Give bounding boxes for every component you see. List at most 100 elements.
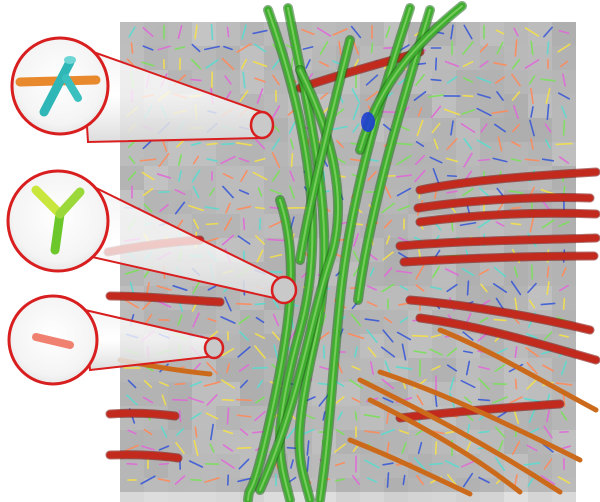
tensor-glyph bbox=[415, 74, 425, 86]
tensor-glyph bbox=[559, 60, 569, 68]
tensor-glyph bbox=[271, 331, 281, 341]
tensor-glyph bbox=[434, 441, 438, 455]
voxel-tile bbox=[120, 430, 144, 454]
voxel-tile bbox=[360, 454, 384, 478]
voxel-tile bbox=[120, 22, 144, 46]
tensor-glyph bbox=[221, 459, 235, 469]
tensor-glyph bbox=[446, 76, 458, 84]
tensor-glyph bbox=[143, 428, 153, 436]
tensor-glyph bbox=[221, 57, 235, 71]
tensor-glyph bbox=[478, 268, 490, 276]
tensor-glyph bbox=[546, 103, 550, 121]
tensor-glyph bbox=[366, 285, 378, 291]
tensor-glyph bbox=[463, 350, 473, 354]
tensor-glyph bbox=[187, 396, 205, 404]
tensor-glyph bbox=[128, 26, 136, 38]
tensor-glyph bbox=[559, 334, 569, 338]
tensor-glyph bbox=[142, 27, 154, 37]
tensor-glyph bbox=[510, 206, 522, 210]
voxel-tile bbox=[216, 166, 240, 190]
tensor-glyph bbox=[491, 110, 509, 114]
tensor-glyph bbox=[513, 266, 519, 278]
voxel-tile bbox=[336, 382, 360, 406]
tensor-glyph bbox=[541, 158, 555, 162]
tensor-glyph bbox=[176, 428, 184, 436]
tensor-glyph bbox=[192, 155, 200, 165]
tensor-glyph bbox=[143, 379, 153, 389]
tensor-glyph bbox=[462, 41, 474, 55]
tensor-glyph bbox=[540, 475, 556, 485]
tensor-glyph bbox=[156, 285, 172, 291]
voxel-tile bbox=[456, 70, 480, 94]
horizontal-fiber bbox=[406, 296, 594, 334]
horizontal-fiber bbox=[414, 194, 594, 212]
tensor-glyph bbox=[174, 188, 186, 196]
tensor-glyph bbox=[492, 157, 508, 163]
tensor-glyph bbox=[365, 74, 379, 86]
tensor-glyph bbox=[494, 123, 506, 133]
tensor-glyph bbox=[449, 377, 455, 391]
horizontal-fiber bbox=[106, 292, 224, 306]
tensor-glyph bbox=[514, 474, 518, 486]
voxel-tile bbox=[216, 70, 240, 94]
voxel-tile bbox=[264, 166, 288, 190]
voxel-tile bbox=[360, 478, 384, 502]
tensor-glyph bbox=[496, 187, 504, 197]
tensor-glyph bbox=[433, 138, 439, 150]
tensor-glyph bbox=[334, 443, 346, 453]
tensor-glyph bbox=[127, 379, 137, 389]
tensor-glyph bbox=[446, 364, 458, 372]
tensor-glyph bbox=[242, 217, 246, 231]
tensor-glyph bbox=[524, 158, 540, 162]
tensor-glyph bbox=[190, 142, 202, 146]
tensor-glyph bbox=[514, 39, 518, 57]
y-shaped-branching-tensor-glyph bbox=[31, 185, 85, 255]
tensor-glyph bbox=[252, 171, 268, 181]
tensor-glyph bbox=[188, 204, 204, 212]
tensor-glyph bbox=[305, 59, 311, 69]
tensor-glyph bbox=[540, 78, 556, 82]
tensor-glyph bbox=[221, 398, 235, 402]
voxel-tile bbox=[408, 334, 432, 358]
tensor-glyph bbox=[220, 316, 236, 324]
three-way-crossing-tensor-glyph bbox=[15, 56, 101, 117]
tensor-glyph bbox=[431, 365, 441, 371]
tensor-glyph bbox=[465, 360, 471, 376]
tensor-glyph bbox=[351, 365, 361, 371]
tensor-glyph bbox=[540, 302, 556, 306]
tensor-glyph bbox=[401, 442, 407, 454]
tensor-glyph bbox=[334, 461, 346, 467]
tensor-glyph bbox=[367, 170, 377, 182]
tensor-glyph bbox=[380, 346, 396, 358]
tensor-glyph bbox=[255, 316, 265, 324]
tensor-glyph bbox=[523, 397, 541, 403]
voxel-tile bbox=[192, 406, 216, 430]
tensor-glyph bbox=[381, 378, 395, 390]
tensor-glyph bbox=[529, 215, 535, 233]
horizontal-fiber bbox=[400, 252, 598, 266]
tensor-glyph bbox=[129, 281, 135, 295]
tensor-glyph bbox=[385, 25, 391, 39]
tensor-glyph bbox=[258, 217, 262, 231]
tensor-glyph bbox=[526, 333, 538, 339]
tensor-glyph bbox=[252, 366, 268, 370]
tensor-glyph bbox=[432, 168, 440, 184]
tensor-glyph bbox=[128, 156, 136, 164]
tensor-glyph bbox=[239, 379, 249, 389]
voxel-tile bbox=[336, 478, 360, 502]
voxel-tile bbox=[144, 478, 168, 502]
tensor-glyph bbox=[384, 185, 392, 199]
voxel-tile bbox=[360, 406, 384, 430]
tensor-glyph bbox=[530, 138, 534, 150]
tensor-glyph bbox=[222, 185, 234, 199]
tensor-glyph bbox=[413, 91, 427, 101]
tensor-glyph bbox=[332, 28, 348, 36]
tensor-glyph bbox=[444, 60, 460, 68]
tensor-glyph bbox=[480, 283, 488, 293]
tensor-glyph bbox=[462, 77, 474, 83]
tensor-glyph bbox=[237, 235, 251, 245]
tensor-glyph bbox=[142, 188, 154, 196]
tensor-glyph bbox=[401, 343, 407, 361]
voxel-tile bbox=[264, 142, 288, 166]
tensor-glyph bbox=[256, 249, 264, 263]
